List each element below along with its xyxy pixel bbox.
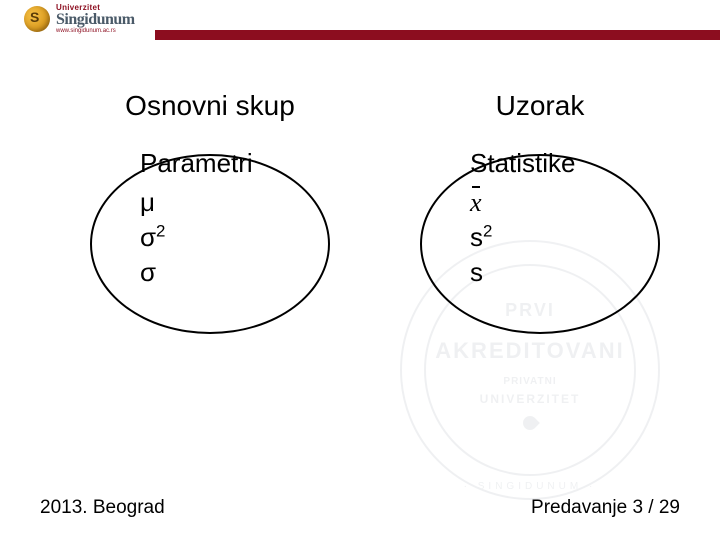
sample-xbar: x [470,185,576,220]
sample-stats: Statistike x s2 s [470,146,576,290]
population-sigma: σ [140,255,253,290]
content: Osnovni skup Parametri μ σ2 σ Uzorak Sta… [0,90,720,460]
sample-s: s [470,255,576,290]
sample-s-sq: s2 [470,220,576,255]
population-subtitle: Parametri [140,146,253,181]
header: Univerzitet Singidunum www.singidunum.ac… [0,0,720,44]
footer: 2013. Beograd Predavanje 3 / 29 [40,496,680,520]
footer-right: Predavanje 3 / 29 [531,497,680,519]
footer-left: 2013. Beograd [40,497,165,519]
slide: Univerzitet Singidunum www.singidunum.ac… [0,0,720,540]
population-sigma-sq: σ2 [140,220,253,255]
logo-text: Univerzitet Singidunum www.singidunum.ac… [56,4,135,34]
logo-sub-text: www.singidunum.ac.rs [56,28,135,34]
sample-subtitle: Statistike [470,146,576,181]
logo-main-text: Singidunum [56,12,135,28]
column-population: Osnovni skup Parametri μ σ2 σ [70,90,350,342]
population-title: Osnovni skup [70,90,350,122]
logo: Univerzitet Singidunum www.singidunum.ac… [24,4,135,34]
header-bar [155,30,720,40]
watermark-arc: · SINGIDUNUM · [400,481,660,492]
population-params: Parametri μ σ2 σ [140,146,253,290]
population-circle: Parametri μ σ2 σ [90,142,330,342]
logo-emblem-icon [24,6,50,32]
sample-title: Uzorak [400,90,680,122]
column-sample: Uzorak Statistike x s2 s [400,90,680,342]
population-mu: μ [140,185,253,220]
sample-circle: Statistike x s2 s [420,142,660,342]
